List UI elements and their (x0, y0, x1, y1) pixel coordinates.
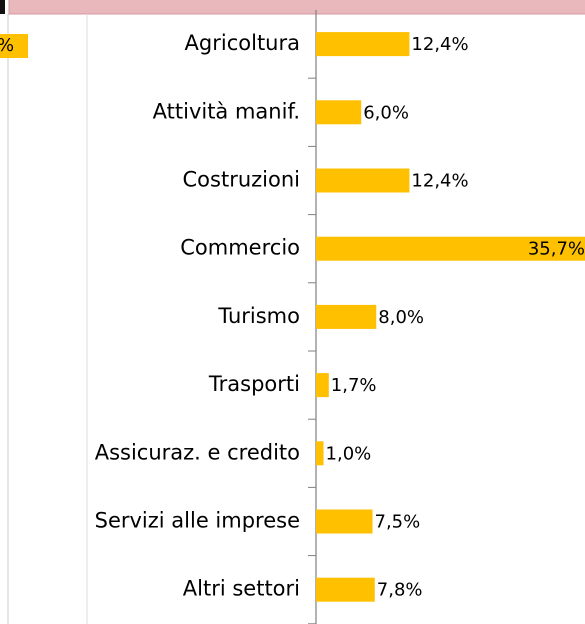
fragment-label: % (0, 35, 14, 56)
bar (316, 236, 585, 261)
category-label: Servizi alle imprese (95, 509, 300, 533)
category-label: Costruzioni (183, 168, 300, 192)
value-label: 1,0% (326, 443, 372, 464)
value-label: 6,0% (363, 102, 409, 123)
bar (316, 304, 377, 329)
value-label: 35,7% (528, 239, 585, 260)
bar (316, 441, 324, 466)
value-label: 12,4% (411, 171, 468, 192)
fragment-bar (0, 34, 28, 58)
header-band (8, 0, 585, 15)
bar (316, 100, 362, 125)
category-label: Attività manif. (153, 99, 300, 123)
value-label: 7,8% (377, 580, 423, 601)
bar (316, 509, 373, 534)
value-label: 8,0% (378, 307, 424, 328)
category-label: Commercio (180, 236, 300, 260)
bar (316, 168, 410, 193)
value-label: 12,4% (411, 34, 468, 55)
category-label: Trasporti (208, 372, 300, 396)
bar (316, 577, 375, 602)
category-label: Agricoltura (185, 31, 300, 55)
value-label: 7,5% (375, 512, 421, 533)
bar (316, 32, 410, 57)
value-label: 1,7% (331, 375, 377, 396)
category-label: Turismo (217, 304, 300, 328)
edge-mark (0, 0, 5, 14)
category-label: Assicuraz. e credito (95, 440, 300, 464)
bar (316, 373, 329, 398)
category-label: Altri settori (183, 577, 300, 601)
